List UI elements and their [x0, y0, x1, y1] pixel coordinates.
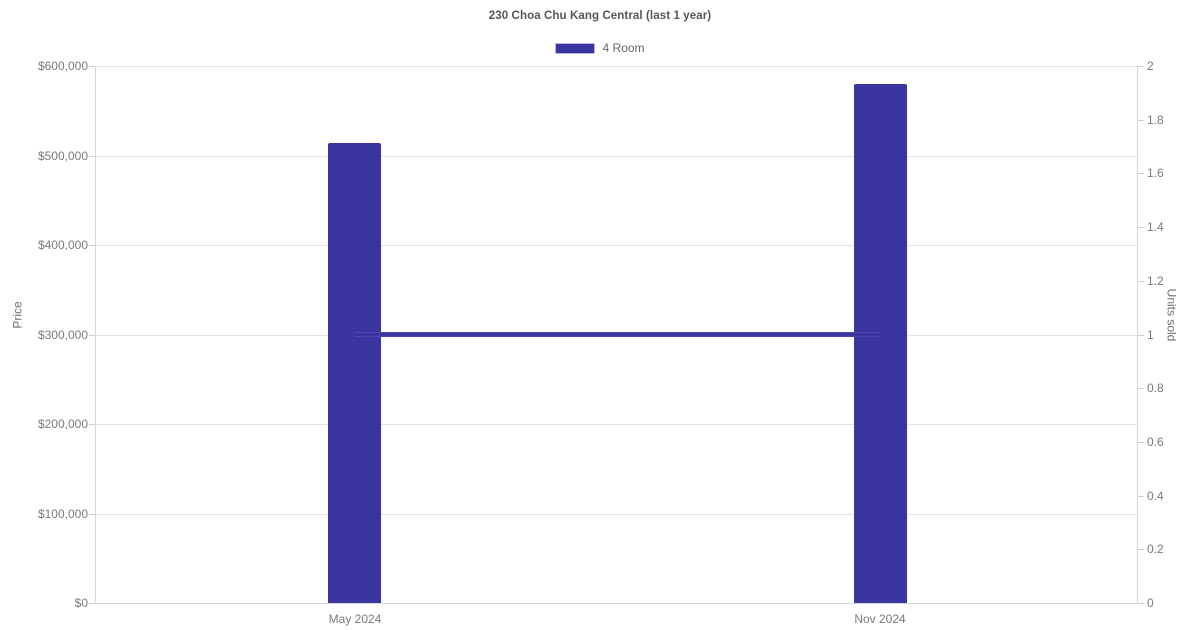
y-right-tick-0-4	[1138, 496, 1144, 497]
y-right-tick-1-4	[1138, 227, 1144, 228]
y-left-tick-200000	[89, 424, 95, 425]
y-right-label-1-6: 1.6	[1147, 166, 1164, 180]
y-right-label-1-8: 1.8	[1147, 113, 1164, 127]
y-right-tick-0-2	[1138, 549, 1144, 550]
y-left-label-600000: $600,000	[37, 59, 88, 73]
plot-area	[95, 66, 1137, 603]
y-axis-right-title: Units sold	[1164, 288, 1179, 342]
y-left-tick-100000	[89, 514, 95, 515]
y-right-tick-0-8	[1138, 388, 1144, 389]
y-left-label-400000: $400,000	[37, 238, 88, 252]
gridline-400000	[95, 245, 1137, 246]
y-right-tick-1-8	[1138, 120, 1144, 121]
y-axis-left-title: Price	[10, 301, 25, 329]
y-left-tick-500000	[89, 156, 95, 157]
y-right-tick-2	[1138, 66, 1144, 67]
y-right-label-1-2: 1.2	[1147, 274, 1164, 288]
bar-may-2024[interactable]	[328, 143, 381, 603]
y-left-label-100000: $100,000	[37, 507, 88, 521]
y-right-label-0: 0	[1147, 596, 1154, 610]
x-axis-line	[95, 603, 1138, 604]
gridline-200000	[95, 424, 1137, 425]
y-left-tick-400000	[89, 245, 95, 246]
y-axis-right-line	[1137, 66, 1138, 604]
y-right-tick-1-2	[1138, 281, 1144, 282]
y-left-tick-300000	[89, 335, 95, 336]
y-left-label-300000: $300,000	[37, 328, 88, 342]
x-axis-label-may-2024: May 2024	[328, 612, 382, 626]
y-left-label-0: $0	[74, 596, 88, 610]
chart-legend: 4 Room	[0, 41, 1200, 55]
legend-item-4-room[interactable]: 4 Room	[555, 41, 645, 55]
y-right-label-0-6: 0.6	[1147, 435, 1164, 449]
y-right-label-0-2: 0.2	[1147, 542, 1164, 556]
y-right-label-2: 2	[1147, 59, 1154, 73]
gridline-500000	[95, 156, 1137, 157]
gridline-100000	[95, 514, 1137, 515]
y-axis-left-line	[95, 66, 96, 604]
x-axis-label-nov-2024: Nov 2024	[854, 612, 906, 626]
y-right-label-0-8: 0.8	[1147, 381, 1164, 395]
y-right-label-0-4: 0.4	[1147, 489, 1164, 503]
gridline-600000	[95, 66, 1137, 67]
legend-swatch-icon	[555, 42, 596, 54]
legend-item-label: 4 Room	[602, 41, 645, 55]
y-right-tick-0	[1138, 603, 1144, 604]
chart-title: 230 Choa Chu Kang Central (last 1 year)	[488, 10, 712, 22]
y-left-label-500000: $500,000	[37, 149, 88, 163]
bar-nov-2024[interactable]	[854, 84, 907, 603]
y-right-label-1-4: 1.4	[1147, 220, 1164, 234]
y-left-tick-0	[89, 603, 95, 604]
y-right-tick-1-6	[1138, 173, 1144, 174]
y-left-tick-600000	[89, 66, 95, 67]
y-right-tick-0-6	[1138, 442, 1144, 443]
y-right-tick-1	[1138, 335, 1144, 336]
y-left-label-200000: $200,000	[37, 417, 88, 431]
y-right-label-1: 1	[1147, 328, 1154, 342]
gridline-300000	[95, 335, 1137, 336]
